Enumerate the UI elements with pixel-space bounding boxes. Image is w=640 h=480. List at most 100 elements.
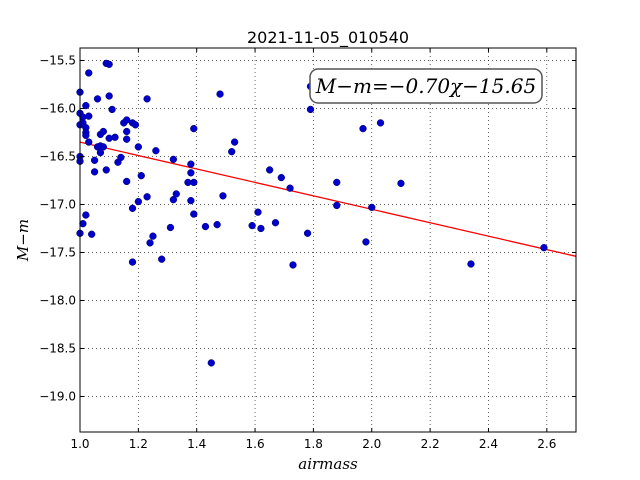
data-point — [216, 90, 224, 98]
data-point — [131, 121, 140, 129]
data-point — [230, 138, 239, 146]
x-tick-label: 2.6 — [537, 437, 556, 451]
data-point — [128, 258, 137, 266]
data-point — [96, 148, 105, 157]
data-point — [82, 211, 90, 219]
data-point — [166, 223, 175, 232]
data-points — [76, 59, 548, 367]
data-point — [213, 220, 221, 229]
data-point — [248, 221, 256, 230]
data-point — [333, 201, 341, 210]
plot-frame — [79, 47, 577, 433]
x-tick-label: 1.6 — [246, 437, 265, 451]
data-point — [265, 166, 274, 174]
data-point — [82, 101, 90, 110]
data-point — [257, 224, 265, 233]
data-point — [123, 177, 131, 186]
data-point — [128, 204, 137, 212]
data-point — [99, 143, 107, 151]
data-point — [123, 127, 131, 136]
data-point — [93, 95, 102, 103]
data-point — [306, 105, 315, 114]
data-point — [254, 208, 262, 216]
data-point — [152, 147, 160, 155]
data-point — [143, 95, 151, 103]
data-point — [333, 178, 341, 187]
y-tick-label: −16.0 — [39, 101, 76, 115]
data-point — [286, 184, 294, 192]
data-point — [102, 166, 110, 174]
annotation-box: M−m=−0.70χ−15.65 — [309, 68, 543, 104]
x-tick-label: 2.0 — [362, 437, 381, 451]
x-tick-label: 1.0 — [70, 437, 89, 451]
data-point — [99, 127, 107, 136]
x-tick-label: 2.4 — [479, 437, 498, 451]
y-tick-label: −18.0 — [39, 293, 76, 307]
data-point — [143, 193, 151, 201]
y-tick-label: −17.0 — [39, 197, 76, 211]
data-point — [146, 239, 154, 247]
data-point — [85, 138, 93, 146]
data-point — [376, 119, 385, 127]
data-point — [190, 178, 198, 187]
data-point — [105, 92, 113, 100]
data-point — [201, 222, 210, 231]
data-point — [158, 255, 166, 263]
x-tick-label: 1.2 — [129, 437, 148, 451]
fit-equation-label: M−m=−0.70χ−15.65 — [315, 74, 536, 98]
data-point — [219, 192, 227, 200]
data-point — [362, 238, 370, 246]
data-point — [228, 148, 236, 156]
data-point — [190, 210, 198, 218]
data-point — [85, 112, 93, 120]
data-point — [368, 203, 376, 212]
data-point — [123, 116, 131, 124]
chart-title: 2021-11-05_010540 — [247, 28, 409, 48]
data-point — [172, 190, 180, 198]
data-point — [303, 229, 312, 237]
data-point — [277, 173, 285, 182]
y-axis-title: M−m — [14, 219, 32, 262]
y-tick-label: −15.5 — [39, 53, 76, 67]
data-point — [90, 168, 99, 176]
y-tick-label: −16.5 — [39, 149, 76, 163]
data-point — [169, 155, 178, 164]
data-point — [540, 244, 548, 252]
data-point — [79, 220, 87, 228]
data-point — [105, 60, 113, 68]
axis-ticks: 1.0 1.2 1.4 1.6 1.8 2.0 2.2 2.4 2.6 −15.5 −16.0 −16… — [39, 48, 576, 451]
data-point — [271, 219, 280, 227]
data-point — [134, 143, 143, 151]
data-point — [397, 179, 405, 188]
data-point — [117, 153, 125, 162]
data-point — [207, 359, 215, 367]
data-point — [137, 172, 145, 180]
data-point — [111, 133, 119, 141]
data-point — [82, 131, 90, 140]
y-tick-label: −19.0 — [39, 389, 76, 403]
data-point — [85, 69, 93, 77]
x-tick-label: 1.4 — [187, 437, 206, 451]
grid-lines — [79, 48, 576, 432]
data-point — [187, 169, 195, 177]
x-tick-label: 1.8 — [304, 437, 323, 451]
data-point — [134, 197, 143, 206]
x-tick-label: 2.2 — [421, 437, 440, 451]
data-point — [90, 156, 99, 164]
data-point — [359, 124, 367, 133]
data-point — [88, 230, 96, 238]
fit-line-group — [79, 141, 577, 257]
data-point — [289, 261, 297, 269]
data-point — [187, 196, 195, 205]
y-tick-label: −17.5 — [39, 245, 76, 259]
data-point — [467, 260, 475, 268]
data-point — [149, 232, 157, 240]
data-point — [108, 105, 116, 114]
data-point — [187, 160, 195, 168]
y-tick-label: −18.5 — [39, 341, 76, 355]
x-axis-title: airmass — [298, 455, 358, 473]
data-point — [190, 124, 198, 133]
data-point — [123, 135, 131, 143]
fit-line — [79, 141, 577, 257]
